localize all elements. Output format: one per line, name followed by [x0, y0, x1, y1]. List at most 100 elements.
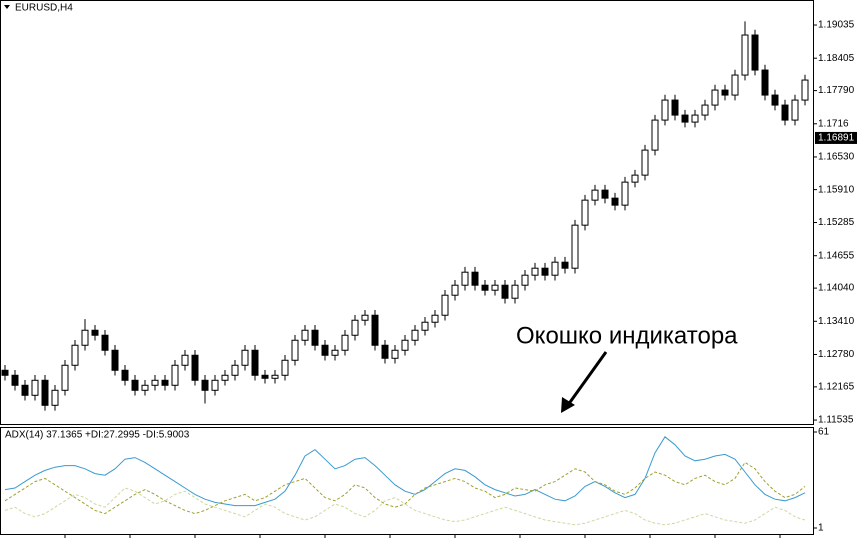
y-tick-label: 1.14040: [818, 283, 855, 294]
candle-body: [601, 189, 609, 199]
candle-body: [241, 349, 249, 366]
y-tick-label: 1.13410: [818, 316, 855, 327]
candle-body: [251, 349, 259, 376]
candle-body: [461, 271, 469, 286]
y-tick-label: 1: [818, 523, 824, 534]
y-tick-label: 1.14655: [818, 250, 855, 261]
time-axis-ticks: [64, 534, 781, 538]
candle-body: [171, 364, 179, 386]
y-tick-label: 1.1716: [818, 118, 849, 129]
candle-body: [381, 344, 389, 359]
candle-body: [61, 364, 69, 391]
candle-body: [431, 314, 439, 323]
candle-body: [751, 34, 759, 71]
candle-body: [31, 379, 39, 396]
candle-body: [151, 379, 159, 386]
candle-body: [781, 104, 789, 121]
candle-body: [491, 284, 499, 291]
candle-body: [291, 339, 299, 361]
candle-body: [611, 197, 619, 206]
symbol-menu-arrow[interactable]: [4, 5, 10, 9]
y-tick-label: 1.12165: [818, 382, 855, 393]
candle-body: [511, 284, 519, 299]
candle-body: [591, 189, 599, 201]
candle-body: [11, 374, 19, 386]
candle-body: [541, 267, 549, 276]
candle-body: [561, 261, 569, 269]
candle-body: [741, 34, 749, 76]
annotation-arrowhead: [561, 397, 575, 413]
indicator-line: [4, 461, 806, 515]
candle-body: [651, 119, 659, 151]
y-tick-label: 1.17790: [818, 85, 855, 96]
candle-body: [791, 99, 799, 121]
candle-body: [691, 114, 699, 123]
candle-body: [181, 354, 189, 366]
candle-body: [301, 329, 309, 341]
candle-body: [721, 89, 729, 96]
current-price-label: 1.16891: [818, 133, 855, 144]
candle-body: [281, 359, 289, 376]
candle-body: [1, 369, 9, 376]
candle-body: [731, 74, 739, 96]
candle-body: [641, 149, 649, 176]
candle-body: [421, 321, 429, 331]
candle-body: [141, 384, 149, 391]
current-price-box: [815, 131, 857, 144]
candle-body: [311, 329, 319, 346]
candle-body: [501, 284, 509, 299]
candle-body: [631, 174, 639, 183]
candle-body: [471, 271, 479, 286]
candle-body: [451, 284, 459, 296]
candle-body: [351, 319, 359, 336]
candle-body: [21, 384, 29, 396]
candle-body: [481, 284, 489, 291]
main-frame: [0, 0, 814, 425]
annotation: Окошко индикатора: [516, 322, 738, 349]
candle-body: [331, 349, 339, 356]
candle-body: [681, 114, 689, 123]
candle-body: [441, 294, 449, 316]
candle-body: [551, 261, 559, 276]
candle-body: [191, 354, 199, 381]
candle-body: [161, 379, 169, 386]
annotation-arrow: [566, 351, 608, 406]
candle-body: [581, 199, 589, 226]
candle-body: [201, 379, 209, 391]
y-tick-label: 1.11535: [818, 415, 854, 426]
candle-body: [771, 94, 779, 106]
candle-body: [391, 349, 399, 359]
y-tick-label: 1.16530: [818, 152, 855, 163]
y-tick-label: 1.12780: [818, 349, 855, 360]
candle-body: [661, 99, 669, 121]
candle-body: [411, 329, 419, 341]
indicator-title: ADX(14) 37.1365 +DI:27.2995 -DI:5.9003: [5, 430, 190, 441]
candle-body: [91, 329, 99, 336]
candle-body: [131, 379, 139, 391]
candle-body: [571, 224, 579, 269]
candle-body: [341, 334, 349, 351]
y-tick-label: 61: [818, 427, 830, 438]
candle-body: [81, 329, 89, 346]
candle-body: [51, 389, 59, 406]
candle-body: [801, 79, 809, 101]
candle-body: [761, 69, 769, 96]
candle-body: [531, 267, 539, 276]
candle-body: [371, 314, 379, 346]
candle-body: [361, 314, 369, 321]
candle-body: [621, 181, 629, 206]
candle-body: [41, 379, 49, 406]
candle-body: [221, 374, 229, 381]
candle-body: [711, 89, 719, 106]
candle-body: [401, 339, 409, 351]
symbol-title: EURUSD,H4: [15, 3, 73, 14]
y-tick-label: 1.18405: [818, 53, 855, 64]
candle-body: [701, 104, 709, 116]
candle-body: [271, 374, 279, 379]
indicator-frame: [0, 427, 814, 535]
y-tick-label: 1.15910: [818, 184, 855, 195]
candle-body: [261, 374, 269, 379]
candle-body: [211, 379, 219, 391]
